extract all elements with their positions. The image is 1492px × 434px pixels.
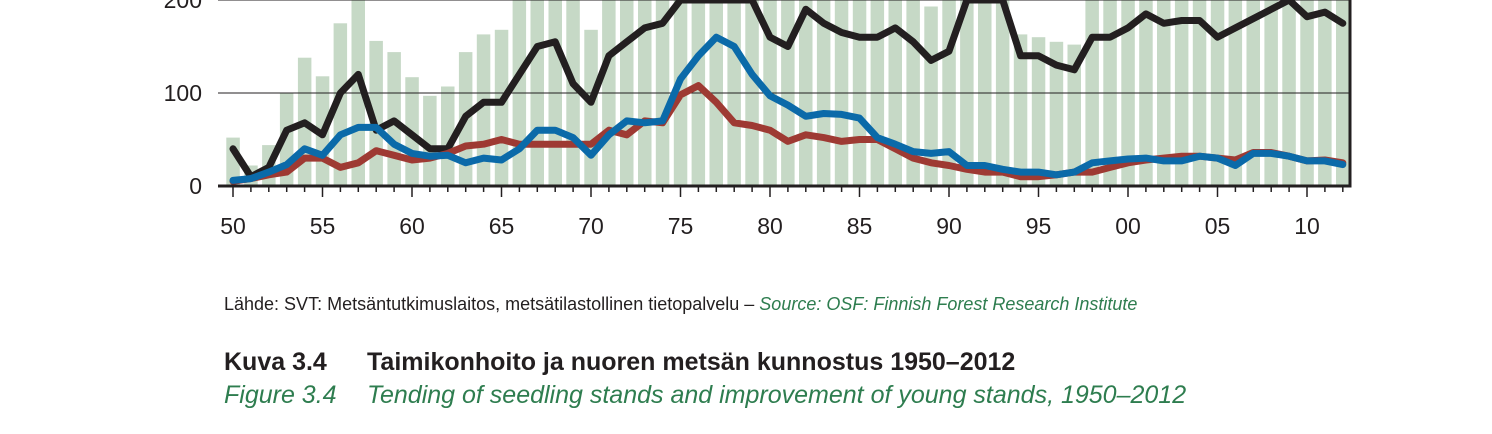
- caption-fi: Kuva 3.4 Taimikonhoito ja nuoren metsän k…: [224, 348, 1015, 377]
- y-tick-label-0: 0: [189, 173, 202, 199]
- x-tick-label-70: 70: [578, 213, 604, 239]
- axes: [218, 0, 1352, 188]
- caption-en-number: Figure 3.4: [224, 381, 337, 409]
- bar-1965: [494, 29, 509, 186]
- line-series-3: [229, 33, 1347, 184]
- x-tick-label-50: 50: [220, 213, 246, 239]
- x-tick-label-90: 90: [936, 213, 962, 239]
- bar-1964: [476, 34, 491, 187]
- caption-en-title: Tending of seedling stands and improveme…: [367, 381, 1187, 409]
- y-tick-label-100: 100: [164, 80, 202, 106]
- bar-1996: [1049, 41, 1064, 186]
- x-tick-label-00: 00: [1115, 213, 1141, 239]
- bar-1961: [423, 95, 437, 186]
- x-tick-label-60: 60: [399, 213, 425, 239]
- bar-1994: [1013, 34, 1028, 187]
- x-tick-label-10: 10: [1294, 213, 1320, 239]
- source-en: Source: OSF: Finnish Forest Research Ins…: [759, 294, 1138, 314]
- bar-1995: [1031, 37, 1046, 187]
- bar-1970: [584, 29, 598, 186]
- x-tick-label-85: 85: [847, 213, 873, 239]
- x-tick-label-95: 95: [1026, 213, 1052, 239]
- y-axis-ticks: 0 100 200: [164, 0, 202, 199]
- x-tick-label-05: 05: [1205, 213, 1231, 239]
- chart: 0 100 200 50 55 60 65 70 75 80 85 90 95 00 05 10: [164, 0, 1352, 239]
- bar-1989: [924, 6, 938, 186]
- line-series: [229, 0, 1347, 185]
- y-tick-label-200: 200: [164, 0, 202, 13]
- x-tick-label-80: 80: [757, 213, 783, 239]
- source-note: Lähde: SVT: Metsäntutkimuslaitos, metsät…: [224, 294, 1137, 315]
- bar-1956: [333, 23, 348, 187]
- bar-1962: [441, 86, 455, 186]
- caption-fi-title: Taimikonhoito ja nuoren metsän kunnostus…: [367, 348, 1016, 376]
- caption-fi-number: Kuva 3.4: [224, 348, 327, 376]
- x-tick-label-75: 75: [668, 213, 694, 239]
- x-tick-label-55: 55: [310, 213, 336, 239]
- line-series-1: [229, 0, 1347, 181]
- source-fi: Lähde: SVT: Metsäntutkimuslaitos, metsät…: [224, 294, 755, 314]
- x-axis-ticks: 50 55 60 65 70 75 80 85 90 95 00 05 10: [220, 186, 1344, 239]
- x-tick-label-65: 65: [489, 213, 515, 239]
- gridlines: [218, 0, 1350, 94]
- caption-en: Figure 3.4 Tending of seedling stands and…: [224, 381, 1186, 410]
- bar-1997: [1067, 44, 1081, 186]
